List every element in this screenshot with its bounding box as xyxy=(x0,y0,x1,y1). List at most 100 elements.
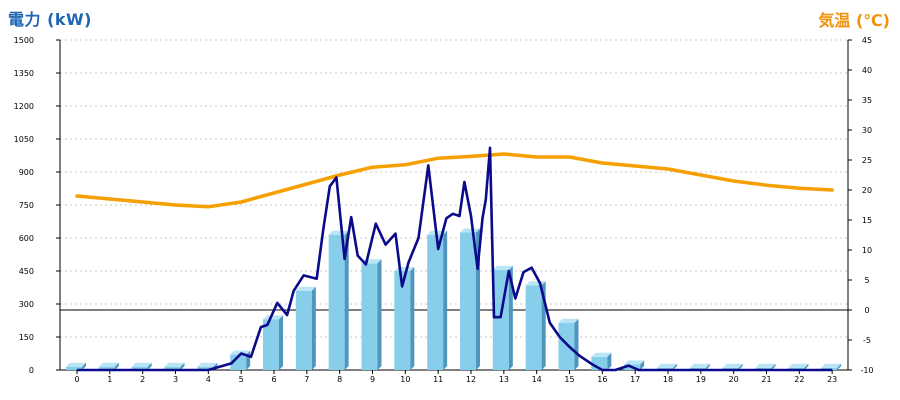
left-tick-label: 150 xyxy=(19,333,34,342)
x-tick-label: 4 xyxy=(206,375,211,384)
bar-top xyxy=(295,286,316,291)
left-tick-label: 0 xyxy=(29,366,34,375)
bar-side xyxy=(738,363,743,370)
x-tick-label: 23 xyxy=(827,375,837,384)
bar-side xyxy=(279,315,283,370)
bar xyxy=(263,319,279,370)
bar-top xyxy=(460,228,480,233)
x-tick-label: 17 xyxy=(630,375,640,384)
bar-top xyxy=(821,363,842,368)
bar xyxy=(197,366,214,370)
bar xyxy=(131,366,148,370)
temperature-line xyxy=(75,152,834,209)
bar-side xyxy=(180,362,185,370)
x-tick-label: 1 xyxy=(107,375,112,384)
bar xyxy=(98,366,115,370)
x-tick-label: 12 xyxy=(466,375,476,384)
left-tick-label: 300 xyxy=(19,300,34,309)
bar-top xyxy=(755,363,776,368)
x-tick-label: 8 xyxy=(337,375,342,384)
x-tick-label: 11 xyxy=(433,375,443,384)
bar xyxy=(558,322,575,370)
x-tick-label: 0 xyxy=(74,375,79,384)
bar xyxy=(295,290,312,370)
bar-side xyxy=(311,286,316,370)
bar-top xyxy=(197,362,218,367)
bar xyxy=(525,285,542,370)
right-tick-label: 40 xyxy=(862,66,872,75)
left-tick-label: 900 xyxy=(19,168,34,177)
right-tick-label: 45 xyxy=(862,36,872,45)
bar xyxy=(394,271,411,370)
x-tick-label: 13 xyxy=(499,375,509,384)
right-tick-label: 30 xyxy=(862,126,872,135)
bar-side xyxy=(705,363,710,370)
x-tick-label: 7 xyxy=(304,375,309,384)
x-tick-label: 21 xyxy=(761,375,771,384)
right-tick-label: 10 xyxy=(862,246,872,255)
x-tick-label: 15 xyxy=(564,375,574,384)
left-tick-label: 1050 xyxy=(14,135,34,144)
left-tick-label: 600 xyxy=(19,234,34,243)
bar-top xyxy=(328,230,349,235)
bar xyxy=(66,366,82,370)
x-tick-label: 19 xyxy=(696,375,706,384)
left-axis-title: 電力 (kW) xyxy=(8,10,92,29)
bar xyxy=(230,354,247,370)
bar-side xyxy=(673,363,677,370)
x-tick-label: 6 xyxy=(271,375,276,384)
bar-side xyxy=(771,363,776,370)
x-tick-label: 16 xyxy=(597,375,607,384)
x-tick-label: 2 xyxy=(140,375,145,384)
bar xyxy=(164,366,181,370)
bar xyxy=(361,263,378,370)
right-tick-label: 0 xyxy=(864,306,869,315)
bar-side xyxy=(443,230,448,370)
x-tick-label: 10 xyxy=(400,375,410,384)
bar xyxy=(328,234,345,370)
power-line xyxy=(77,146,833,372)
bar-top xyxy=(722,363,743,368)
right-tick-label: -5 xyxy=(863,336,871,345)
bar-side xyxy=(508,265,513,370)
bar-side xyxy=(837,363,842,370)
left-tick-label: 750 xyxy=(19,201,34,210)
right-tick-label: 25 xyxy=(862,156,872,165)
bar-top xyxy=(788,363,809,368)
right-tick-label: 15 xyxy=(862,216,872,225)
x-tick-label: 18 xyxy=(663,375,673,384)
bar-side xyxy=(804,363,809,370)
bar-top xyxy=(657,363,677,368)
left-tick-label: 1200 xyxy=(14,102,34,111)
x-tick-label: 14 xyxy=(532,375,542,384)
bar xyxy=(460,232,476,370)
bar-side xyxy=(410,267,415,370)
right-tick-label: 20 xyxy=(862,186,872,195)
bar-top xyxy=(131,362,152,367)
bar-top xyxy=(98,362,119,367)
x-tick-label: 3 xyxy=(173,375,178,384)
right-axis-title: 気温 (℃) xyxy=(818,11,890,30)
bar-top xyxy=(492,265,513,270)
bar-side xyxy=(377,259,382,370)
bar-side xyxy=(640,360,645,370)
right-tick-label: -10 xyxy=(860,366,873,375)
bar-top xyxy=(66,362,86,367)
bar-top xyxy=(263,315,283,320)
right-tick-label: 35 xyxy=(862,96,872,105)
bar-top xyxy=(558,318,579,323)
x-tick-label: 20 xyxy=(729,375,739,384)
bar-top xyxy=(591,352,612,357)
right-tick-label: 5 xyxy=(864,276,869,285)
bar-side xyxy=(607,352,612,370)
x-tick-label: 22 xyxy=(794,375,804,384)
bar-top xyxy=(164,362,185,367)
left-tick-label: 1500 xyxy=(14,36,34,45)
bar-side xyxy=(574,318,579,370)
x-tick-label: 5 xyxy=(239,375,244,384)
left-tick-label: 450 xyxy=(19,267,34,276)
bar-side xyxy=(82,362,86,370)
bar-side xyxy=(344,230,349,370)
x-tick-label: 9 xyxy=(370,375,375,384)
